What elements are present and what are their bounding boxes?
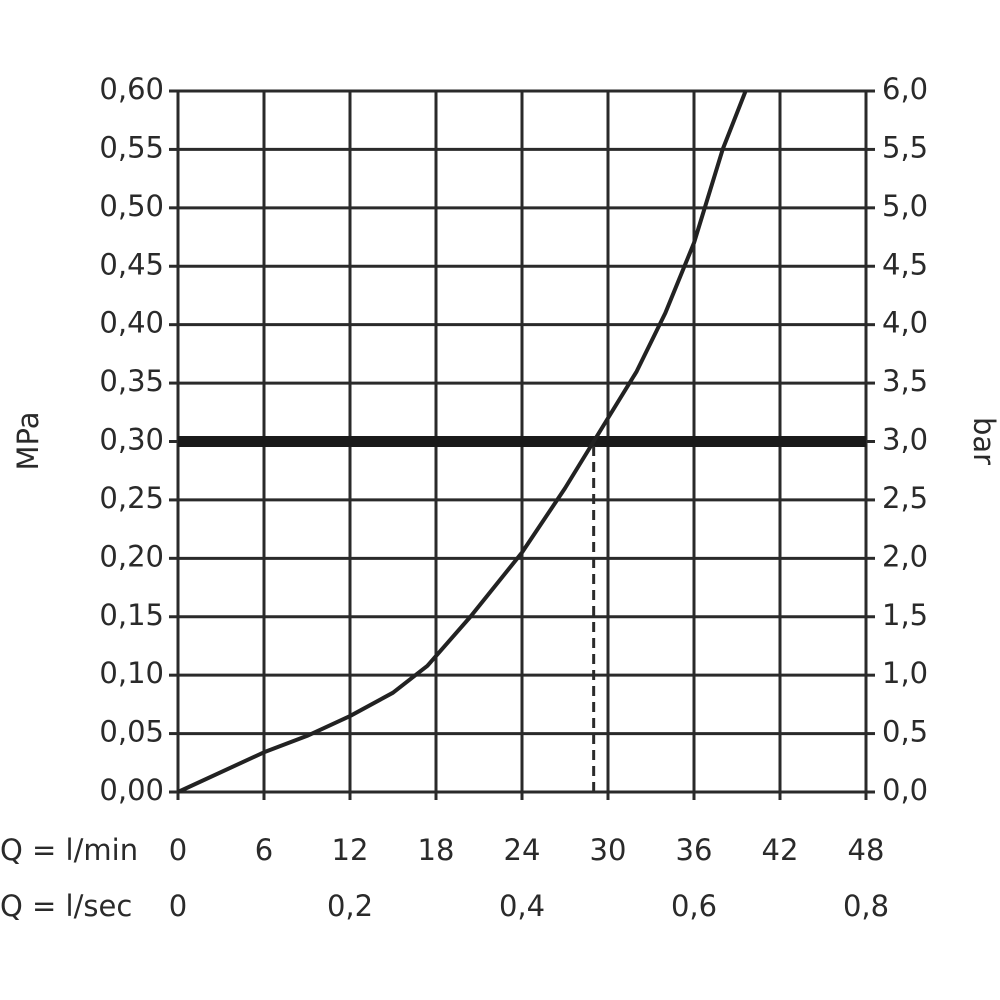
y2-tick-label: 2,0 [882,539,928,573]
x-tick-label: 36 [676,833,713,867]
y-tick-label: 0,35 [99,364,164,398]
y2-tick-label: 5,5 [882,130,928,164]
x2-axis-label: Q = l/sec [0,889,132,923]
y-tick-label: 0,55 [99,130,164,164]
x-tick-label: 48 [848,833,885,867]
x2-tick-label: 0,6 [671,889,717,923]
y2-tick-label: 0,5 [882,715,928,749]
y-tick-label: 0,05 [99,715,164,749]
x-tick-label: 42 [762,833,799,867]
x-axis-label: Q = l/min [0,833,138,867]
y-tick-label: 0,15 [99,598,164,632]
x-tick-label: 12 [332,833,369,867]
x-tick-label: 24 [504,833,541,867]
y-tick-label: 0,10 [99,656,164,690]
y2-tick-label: 4,5 [882,247,928,281]
y2-tick-label: 6,0 [882,72,928,106]
x-tick-label: 18 [418,833,455,867]
x2-tick-label: 0,2 [327,889,373,923]
y2-tick-label: 1,5 [882,598,928,632]
curve [177,90,748,794]
y2-tick-label: 2,5 [882,481,928,515]
y2-tick-label: 5,0 [882,189,928,223]
y2-tick-label: 0,0 [882,773,928,807]
y-tick-label: 0,50 [99,189,164,223]
x-tick-label: 30 [590,833,627,867]
y2-axis-label: bar [967,417,1000,465]
y-tick-label: 0,25 [99,481,164,515]
y2-tick-label: 3,0 [882,423,928,457]
y-tick-label: 0,20 [99,539,164,573]
x2-tick-label: 0,8 [843,889,889,923]
y-tick-label: 0,30 [99,423,164,457]
x-tick-label: 6 [255,833,273,867]
x-tick-label: 0 [169,833,187,867]
x2-tick-label: 0,4 [499,889,545,923]
y2-tick-label: 3,5 [882,364,928,398]
y-tick-label: 0,00 [99,773,164,807]
y-tick-label: 0,60 [99,72,164,106]
y-axis-label: MPa [11,412,45,471]
y-tick-label: 0,45 [99,247,164,281]
y2-tick-label: 4,0 [882,306,928,340]
y-tick-label: 0,40 [99,306,164,340]
y2-tick-label: 1,0 [882,656,928,690]
x2-tick-label: 0 [169,889,187,923]
